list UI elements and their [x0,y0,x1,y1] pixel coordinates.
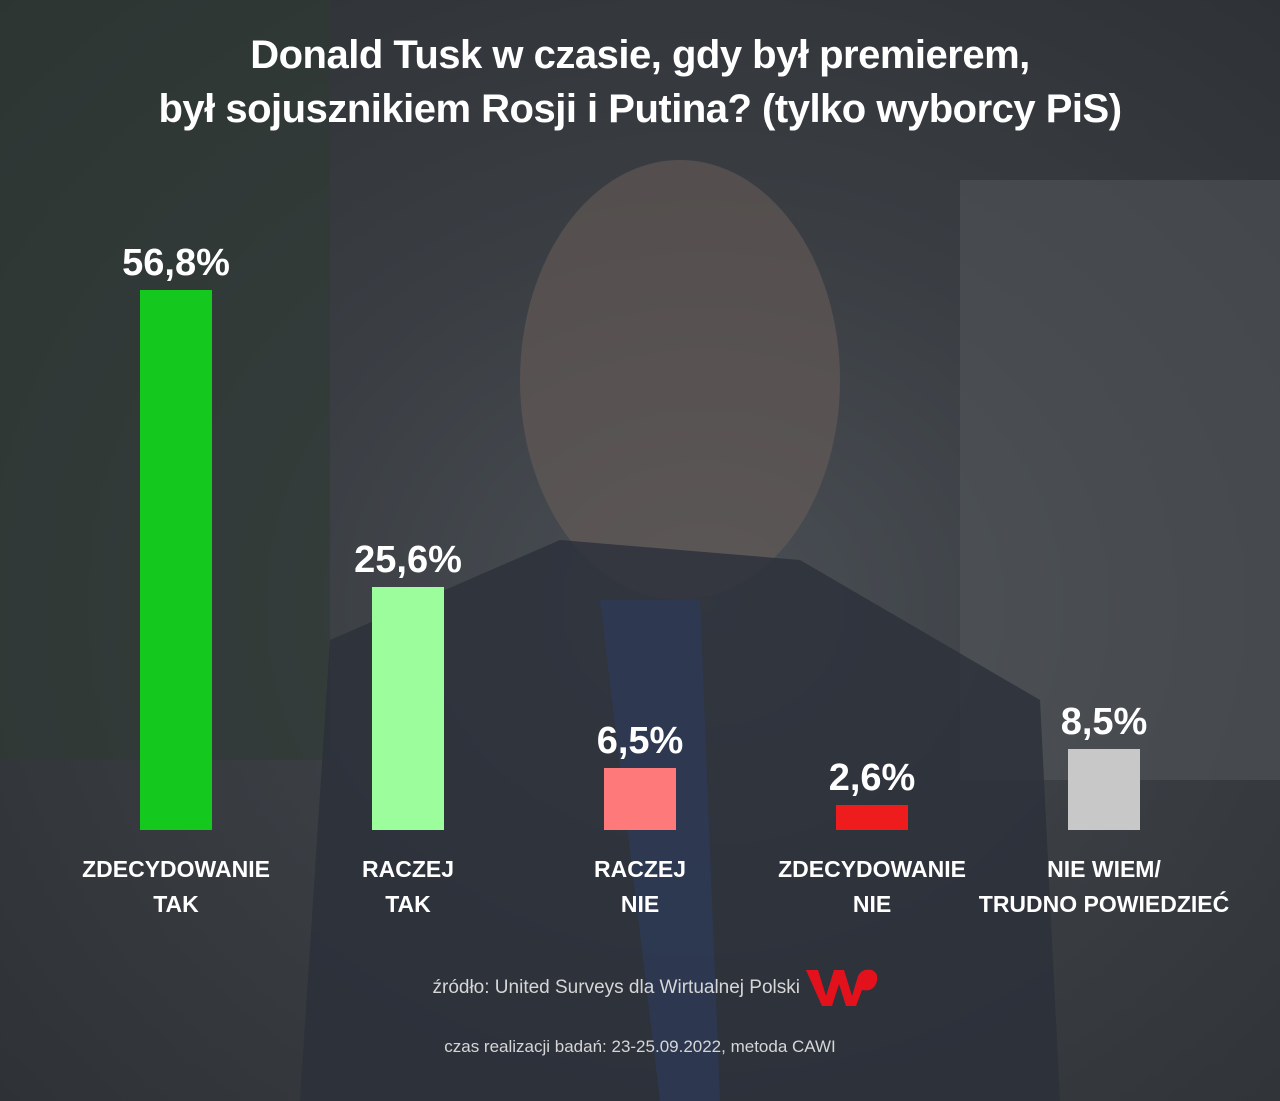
bar [372,586,444,830]
category-label: RACZEJ NIE [593,856,686,917]
category-label: ZDECYDOWANIE NIE [778,856,966,917]
value-label: 6,5% [596,720,684,763]
value-label: 25,6% [354,538,462,581]
value-label: 2,6% [828,757,916,800]
source: źródło: United Surveys dla Wirtualnej Po… [432,977,801,998]
note: czas realizacji badań: 23-25.09.2022, me… [444,1037,836,1056]
bar [604,768,676,830]
wp-logo [806,969,878,1006]
category-label: RACZEJ TAK [361,856,454,917]
value-label: 56,8% [122,242,230,285]
chart-title: Donald Tusk w czasie, gdy był premierem,… [158,33,1122,131]
category-label: ZDECYDOWANIE TAK [82,856,270,917]
category-label: NIE WIEM/ TRUDNO POWIEDZIEĆ [978,856,1230,917]
bar [140,290,212,830]
bar [836,805,908,830]
value-label: 8,5% [1060,701,1148,744]
bar [1068,749,1140,830]
